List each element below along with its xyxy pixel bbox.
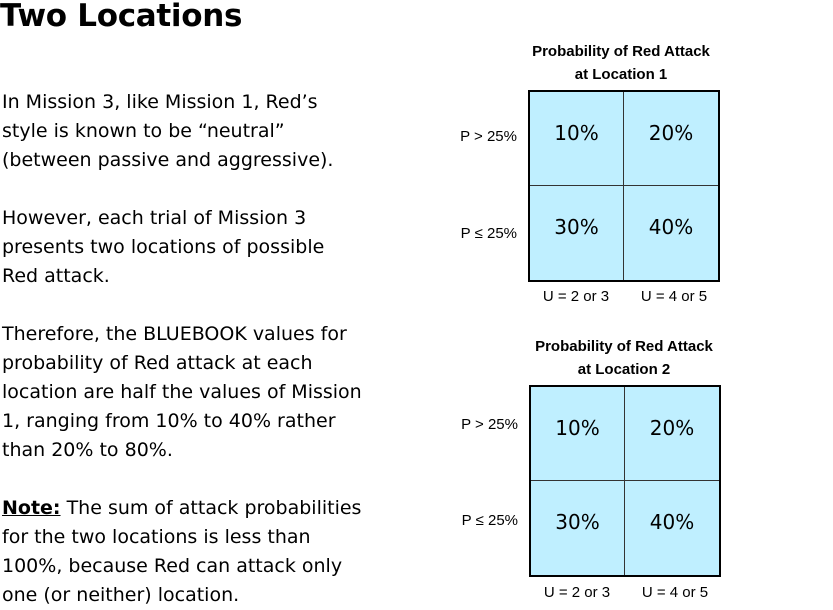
- grid-cell: 30%: [531, 481, 625, 575]
- col-label: U = 2 or 3: [542, 288, 610, 305]
- grid-cell: 40%: [649, 510, 695, 534]
- probability-grid-location-1: 10% 20% 30% 40%: [528, 90, 720, 282]
- table-title-line: at Location 1: [574, 66, 668, 83]
- col-label: U = 4 or 5: [640, 288, 708, 305]
- row-label: P > 25%: [461, 416, 518, 433]
- grid-cell: 40%: [648, 215, 694, 239]
- grid-cell: 20%: [624, 92, 718, 186]
- grid-cell: 20%: [625, 387, 719, 481]
- note-label: Note:: [2, 497, 61, 519]
- col-label: U = 4 or 5: [641, 584, 709, 601]
- table-title-location-2: Probability of Red Attack at Location 2: [504, 335, 744, 381]
- row-label: P ≤ 25%: [460, 225, 517, 242]
- grid-cell: 10%: [531, 387, 625, 481]
- table-title-line: Probability of Red Attack: [535, 338, 713, 355]
- col-label: U = 2 or 3: [543, 584, 611, 601]
- row-label: P > 25%: [460, 128, 517, 145]
- row-label: P ≤ 25%: [461, 512, 518, 529]
- paragraph: Therefore, the BLUEBOOK values for proba…: [2, 323, 362, 461]
- probability-grid-location-2: 10% 20% 30% 40%: [529, 385, 721, 577]
- paragraph: However, each trial of Mission 3 present…: [2, 207, 325, 287]
- table-title-location-1: Probability of Red Attack at Location 1: [501, 40, 741, 86]
- slide-title: Two Locations: [0, 0, 243, 34]
- grid-cell: 30%: [530, 186, 624, 280]
- note-text: The sum of attack probabilities for the …: [2, 497, 362, 606]
- grid-cell: 10%: [530, 92, 624, 186]
- table-title-line: at Location 2: [577, 361, 671, 378]
- note-paragraph: Note: The sum of attack probabilities fo…: [2, 494, 382, 610]
- body-text: In Mission 3, like Mission 1, Red’s styl…: [2, 88, 382, 610]
- paragraph: In Mission 3, like Mission 1, Red’s styl…: [2, 91, 334, 171]
- table-title-line: Probability of Red Attack: [532, 43, 710, 60]
